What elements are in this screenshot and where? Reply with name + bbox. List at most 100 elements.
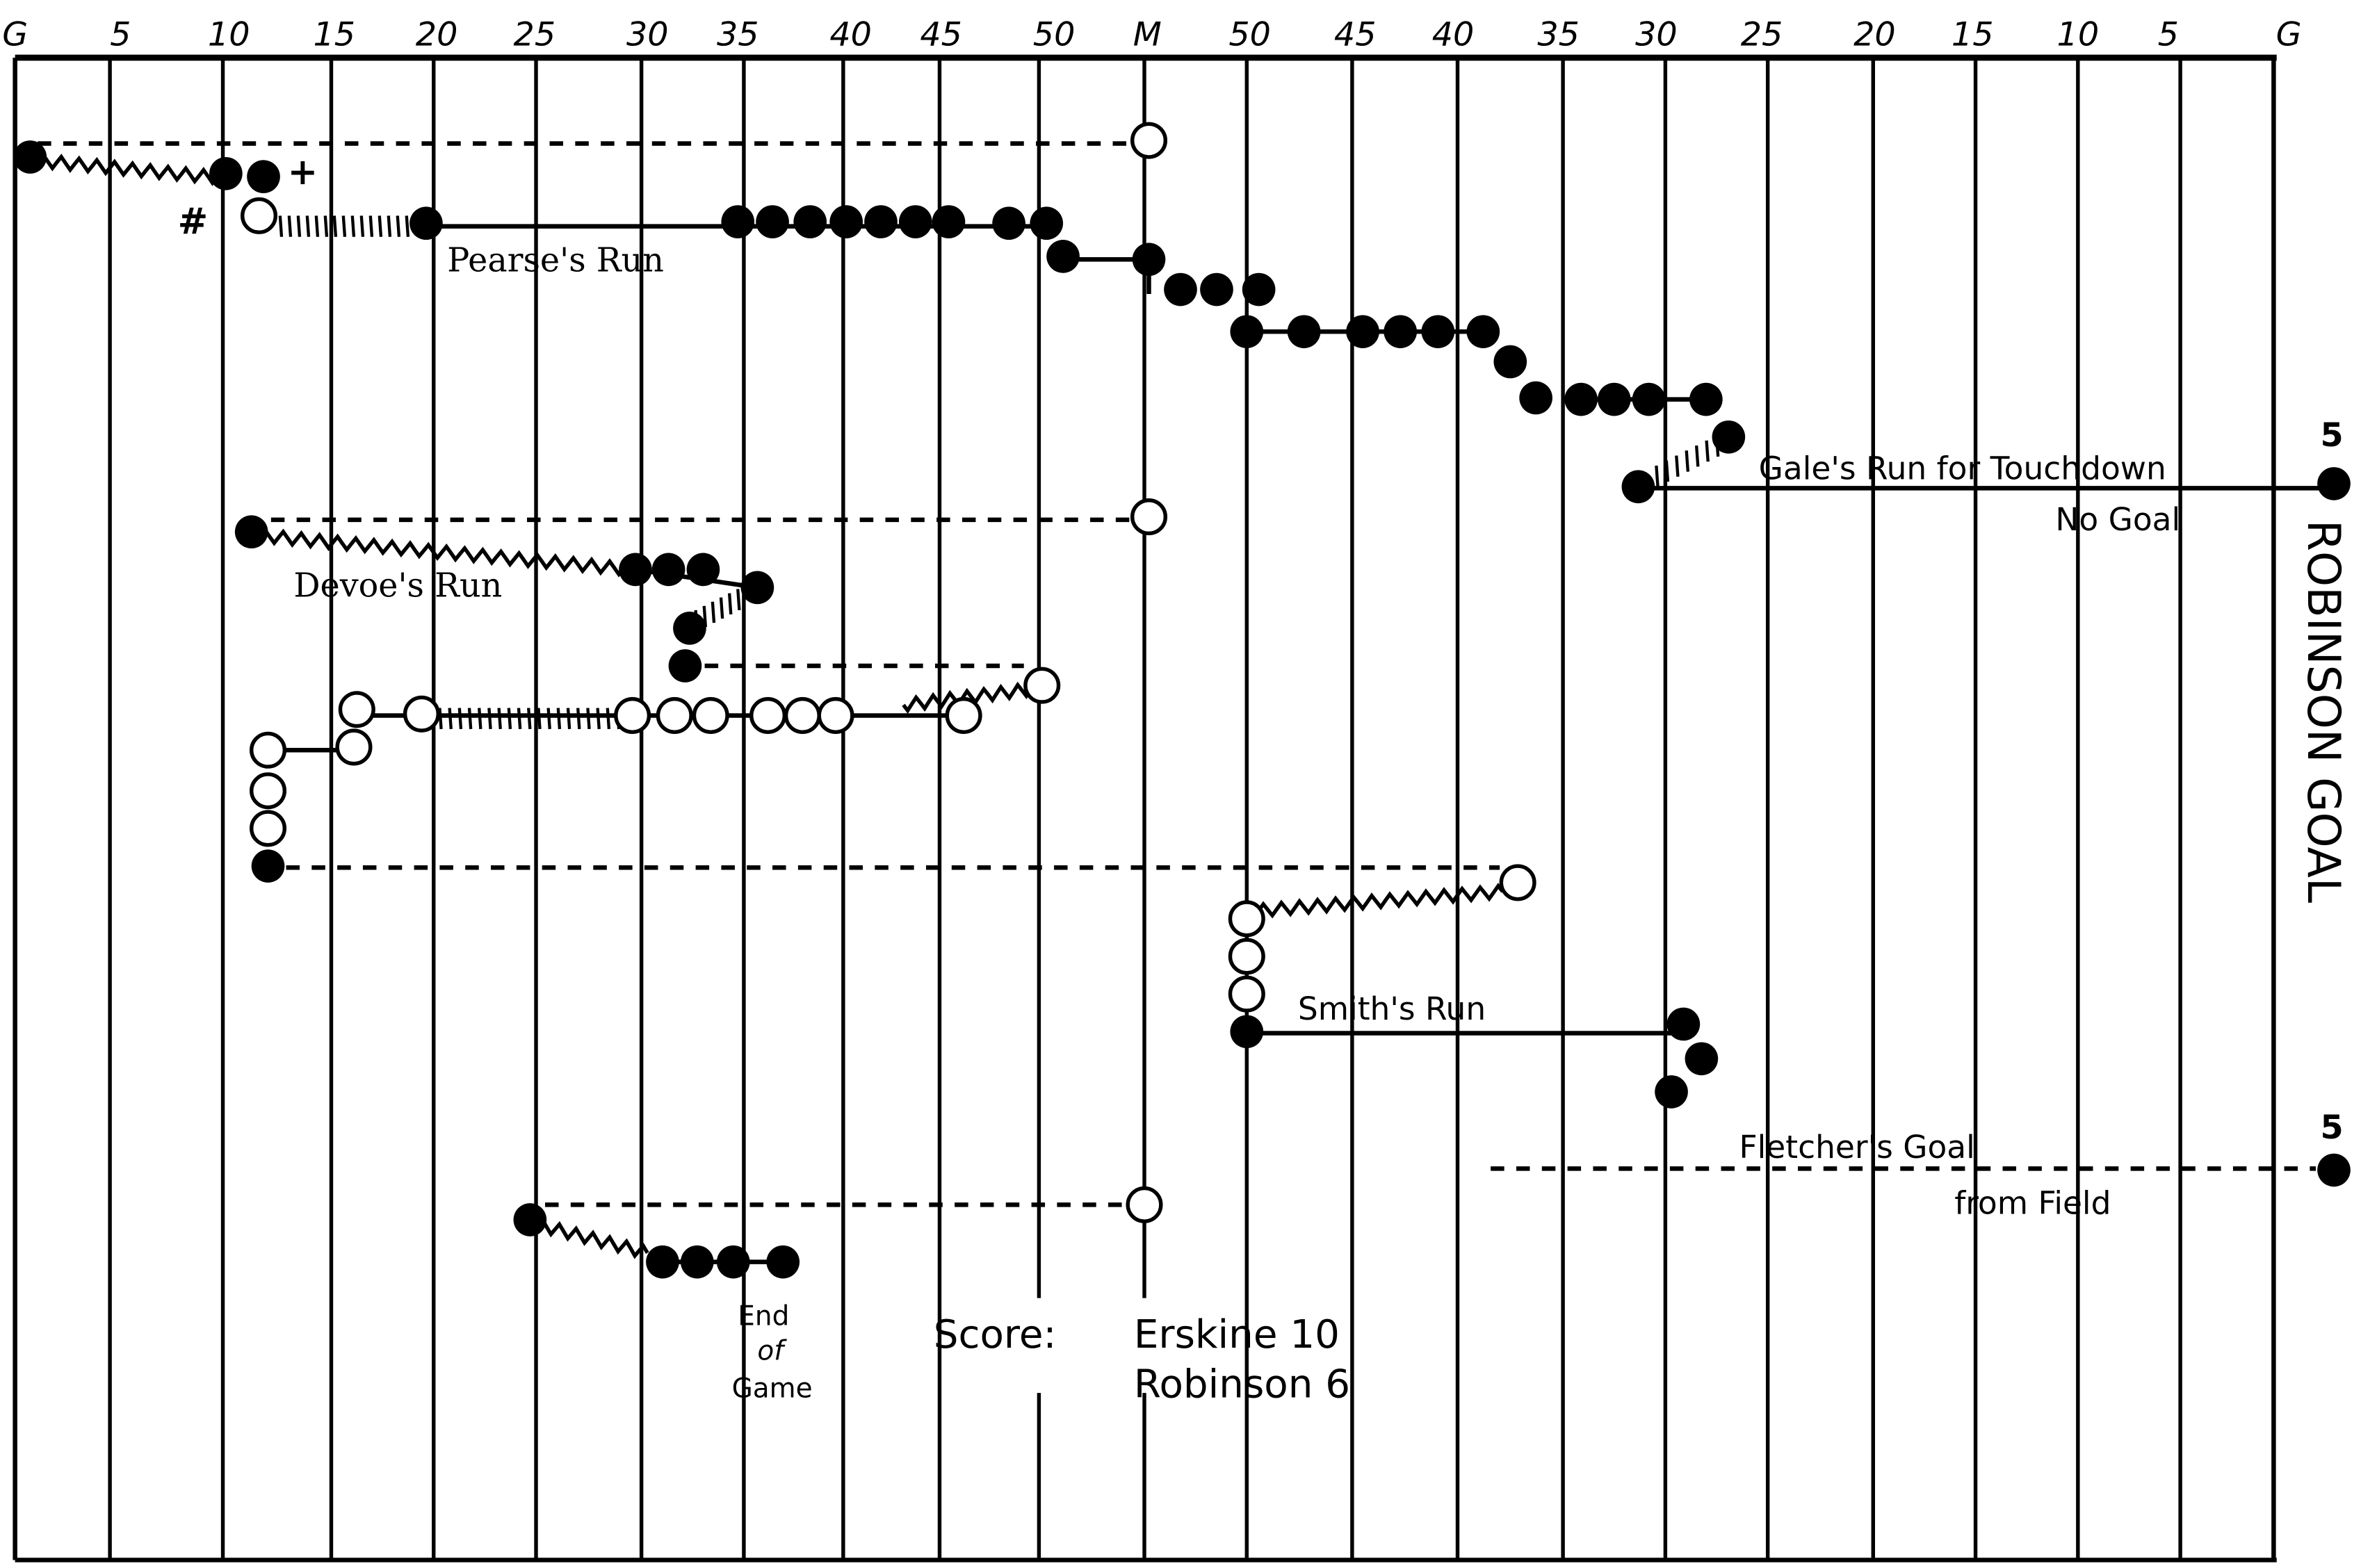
filled-ball-marker	[651, 553, 685, 587]
yard-label: 45	[920, 16, 962, 54]
filled-ball-marker	[766, 1245, 800, 1279]
hatch-tick	[323, 215, 329, 237]
filled-ball-marker	[756, 205, 789, 238]
open-ball-marker	[1228, 938, 1265, 975]
filled-ball-marker	[1287, 315, 1321, 348]
filled-ball-marker	[740, 571, 774, 605]
hatch-tick	[566, 708, 571, 730]
filled-ball-marker	[1046, 240, 1080, 273]
open-ball-marker	[1130, 498, 1168, 536]
hatch-tick	[457, 708, 463, 730]
yard-label: G	[2, 16, 28, 54]
yard-label: 20	[1853, 16, 1896, 54]
filled-ball-marker	[992, 206, 1025, 240]
open-ball-marker	[335, 728, 373, 766]
filled-ball-marker	[1712, 420, 1746, 454]
smith-run-label: Smith's Run	[1298, 990, 1486, 1027]
filled-ball-marker	[1564, 382, 1598, 416]
hatch-tick	[586, 708, 591, 730]
yard-label: 35	[717, 16, 759, 54]
hatch-tick	[596, 708, 601, 730]
filled-ball-marker	[646, 1245, 679, 1279]
hatch-tick	[396, 215, 401, 237]
open-ball-marker	[1228, 900, 1265, 938]
hatch-tick	[527, 708, 532, 730]
hatch-tick	[467, 708, 473, 730]
hatch-tick	[296, 215, 302, 237]
yard-label: 30	[1635, 16, 1678, 54]
wavy-line	[29, 152, 228, 186]
wavy-line	[250, 527, 634, 578]
score-label: Score:	[934, 1312, 1057, 1357]
filled-ball-marker	[1164, 272, 1197, 307]
yard-label: 25	[514, 16, 556, 54]
robinson-goal-label: ROBINSON GOAL	[2297, 520, 2349, 903]
devoe-run-label: Devoe's Run	[293, 566, 502, 605]
fletcher-goal-label: Fletcher's Goal	[1739, 1129, 1975, 1166]
end-of-game-line3: Game	[732, 1373, 813, 1405]
plus-mark: +	[288, 151, 318, 193]
hatch-tick	[1675, 455, 1680, 477]
hatch-tick	[405, 215, 410, 237]
yard-label: 10	[208, 16, 250, 54]
hatch-tick	[556, 708, 562, 730]
hatch-tick	[576, 708, 581, 730]
hatch-tick	[546, 708, 551, 730]
hatch-tick	[606, 708, 611, 730]
yard-label: M	[1133, 16, 1162, 54]
filled-ball-marker	[716, 1245, 750, 1279]
filled-ball-marker	[1493, 345, 1527, 379]
field-grid	[13, 54, 2277, 1562]
open-ball-marker	[240, 197, 278, 234]
yard-label: 40	[829, 16, 872, 54]
filled-ball-marker	[1384, 315, 1418, 348]
filled-ball-marker	[932, 205, 966, 238]
wavy-line	[1248, 883, 1504, 920]
filled-ball-marker	[209, 156, 243, 190]
yard-label: 10	[2057, 16, 2100, 54]
filled-ball-marker	[1666, 1007, 1701, 1041]
yard-label: 30	[626, 16, 669, 54]
filled-ball-marker	[234, 515, 268, 549]
score-robinson: Robinson 6	[1134, 1362, 1350, 1407]
open-ball-marker	[749, 696, 787, 734]
hatch-tick	[478, 708, 482, 730]
gale-run-label: Gale's Run for Touchdown	[1759, 450, 2166, 487]
yard-label: 15	[314, 16, 356, 54]
open-ball-marker	[249, 772, 287, 810]
end-of-game-line2: of	[757, 1335, 787, 1366]
filled-ball-marker	[513, 1203, 547, 1236]
filled-ball-marker	[409, 206, 443, 240]
yard-label: 40	[1432, 16, 1475, 54]
hatch-tick	[332, 215, 338, 237]
hatch-tick	[507, 708, 512, 730]
hatch-tick	[438, 708, 443, 730]
hatch-tick	[537, 708, 542, 730]
filled-ball-marker	[2317, 467, 2351, 500]
filled-ball-marker	[1689, 382, 1723, 416]
hatch-tick	[341, 215, 347, 237]
open-ball-marker	[1130, 122, 1168, 159]
filled-ball-marker	[1230, 315, 1264, 348]
hatch-tick	[1714, 435, 1720, 457]
yard-label: 35	[1537, 16, 1580, 54]
open-ball-marker	[1228, 975, 1265, 1013]
open-ball-marker	[692, 696, 729, 734]
score-erskine: Erskine 10	[1134, 1312, 1340, 1357]
hatch-tick	[487, 708, 492, 730]
yard-label: 50	[1033, 16, 1076, 54]
wavy-line	[528, 1216, 649, 1259]
hatch-tick	[368, 215, 374, 237]
filled-ball-marker	[619, 553, 652, 587]
hatch-tick	[378, 215, 383, 237]
hatch-tick	[305, 215, 311, 237]
hatch-tick	[1655, 465, 1660, 487]
hatch-tick	[448, 708, 453, 730]
filled-ball-marker	[1685, 1042, 1719, 1076]
yard-label: 50	[1228, 16, 1271, 54]
hash-mark: #	[178, 200, 209, 243]
open-ball-marker	[1499, 864, 1536, 901]
wavy-line	[902, 679, 1041, 714]
filled-ball-marker	[1519, 381, 1552, 415]
